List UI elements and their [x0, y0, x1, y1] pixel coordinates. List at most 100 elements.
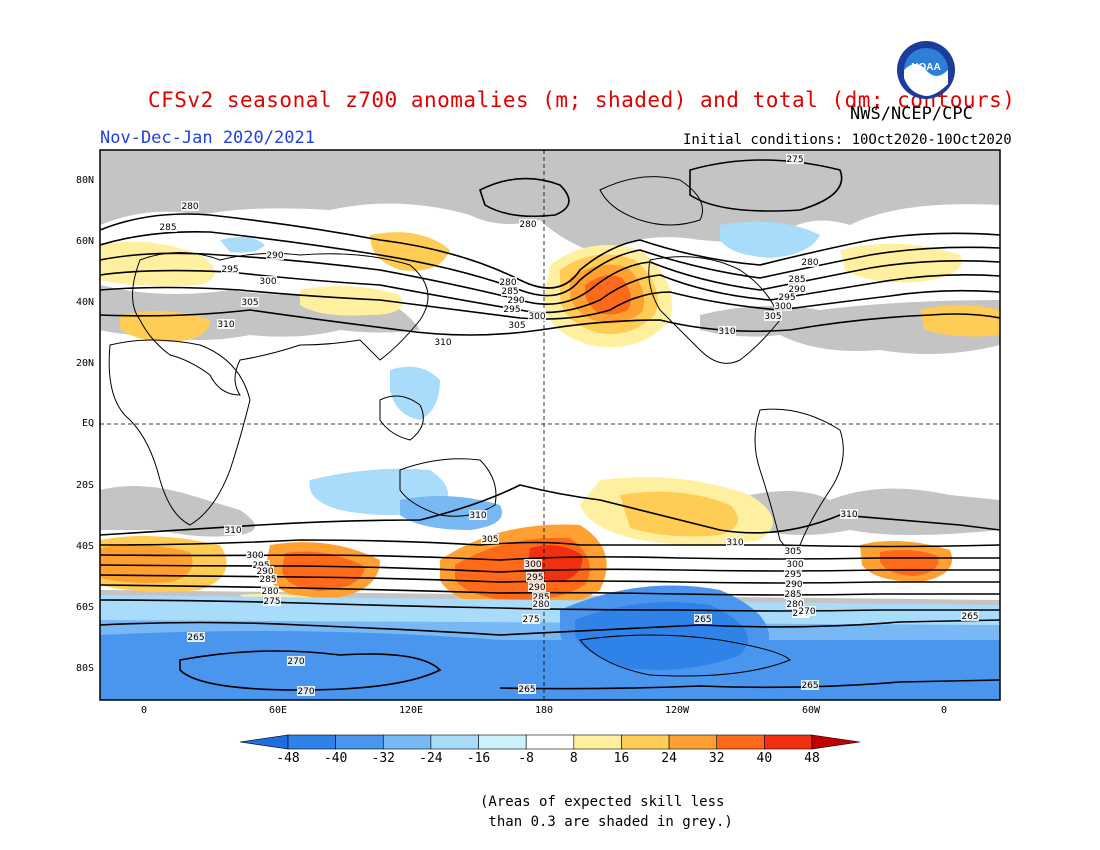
noaa-logo-text: NOAA: [911, 62, 940, 73]
lat-label: 20S: [75, 480, 94, 491]
lon-label: 120W: [664, 705, 690, 716]
contour-label-bg: [784, 589, 802, 599]
contour-label: 305: [508, 321, 525, 331]
colorbar-segment: [525, 734, 575, 750]
contour-label-bg: [287, 656, 305, 666]
lon-label: 60E: [268, 705, 288, 716]
contour-label-bg: [221, 264, 239, 274]
contour-label-bg: [764, 311, 782, 321]
contour-label-bg: [187, 632, 205, 642]
agency-label: NWS/NCEP/CPC: [850, 104, 973, 124]
contour-label-bg: [481, 534, 499, 544]
contour-label: 290: [266, 251, 283, 261]
contour-label-bg: [503, 304, 521, 314]
contour-label-bg: [241, 297, 259, 307]
colorbar-tick-label: 40: [756, 751, 773, 766]
contour-label-bg: [508, 320, 526, 330]
contour-label: 310: [224, 526, 241, 536]
contour-label: 310: [434, 338, 451, 348]
colorbar-segment: [573, 734, 622, 750]
contour-label: 305: [764, 312, 781, 322]
contour-label-bg: [261, 586, 279, 596]
skill-note-line1: (Areas of expected skill less: [480, 794, 725, 810]
contour-label: 305: [241, 298, 258, 308]
colorbar-tick-label: -24: [419, 751, 443, 766]
contour-label: 290: [785, 580, 802, 590]
lon-label: 0: [140, 705, 148, 716]
contour-label-bg: [499, 277, 517, 287]
colorbar-tick-label: -32: [371, 751, 395, 766]
contour-label: 290: [528, 583, 545, 593]
contour-label: 280: [519, 220, 536, 230]
contour-label-bg: [522, 614, 540, 624]
contour-label-bg: [785, 579, 803, 589]
contour-label: 285: [532, 593, 549, 603]
colorbar-segment: [621, 734, 670, 750]
contour-label-bg: [788, 274, 806, 284]
contour-label-bg: [266, 250, 284, 260]
colorbar-tick-label: 48: [804, 751, 820, 766]
contour-label-bg: [256, 566, 274, 576]
contour-label-bg: [801, 680, 819, 690]
colorbar-arrow-high: [811, 734, 861, 750]
contour-label-bg: [181, 201, 199, 211]
contour-label: 310: [840, 510, 857, 520]
contour-label-bg: [507, 295, 525, 305]
colorbar-segment: [382, 734, 432, 750]
contour-label-bg: [840, 509, 858, 519]
contour-label-bg: [801, 257, 819, 267]
contour-label-bg: [518, 684, 536, 694]
contour-label-bg: [778, 292, 796, 302]
contour-label: 280: [801, 258, 818, 268]
contour-label-bg: [528, 582, 546, 592]
contour-label: 305: [784, 547, 801, 557]
colorbar-tick-label: 24: [661, 751, 677, 766]
colorbar-tick-label: -40: [323, 751, 348, 766]
contour-label-bg: [961, 611, 979, 621]
contour-label: 290: [507, 296, 524, 306]
contour-label: 275: [263, 597, 280, 607]
lat-label: 20N: [75, 358, 94, 369]
contour-label-bg: [788, 284, 806, 294]
lat-label: 40N: [75, 297, 94, 308]
contour-label: 265: [694, 615, 711, 625]
skill-note: (Areas of expected skill less than 0.3 a…: [480, 792, 733, 832]
lat-label: 60N: [75, 236, 94, 247]
contour-label: 280: [181, 202, 198, 212]
lat-label: 80N: [75, 175, 94, 186]
forecast-period: Nov-Dec-Jan 2020/2021: [100, 128, 315, 148]
contour-label-bg: [786, 154, 804, 164]
contour-label: 265: [961, 612, 978, 622]
contour-label: 290: [256, 567, 273, 577]
contour-label: 295: [778, 293, 795, 303]
contour-label: 265: [187, 633, 204, 643]
contour-label-bg: [528, 311, 546, 321]
contour-label-bg: [224, 525, 242, 535]
colorbar-segment: [335, 734, 384, 750]
contour-label-bg: [786, 559, 804, 569]
contour-label: 300: [259, 277, 276, 287]
map-frame: [99, 149, 1001, 701]
contour-label-bg: [694, 614, 712, 624]
lat-label: 60S: [75, 602, 94, 613]
contour-label: 285: [788, 275, 805, 285]
contour-label: 300: [524, 560, 541, 570]
contour-label: 270: [297, 687, 314, 697]
contour-label: 265: [801, 681, 818, 691]
contour-label-bg: [532, 592, 550, 602]
contour-label-bg: [434, 337, 452, 347]
contour-label-bg: [217, 319, 235, 329]
contour-label: 280: [499, 278, 516, 288]
contour-label: 280: [532, 600, 549, 610]
colorbar-tick-label: 8: [569, 751, 578, 766]
contour-label-bg: [718, 326, 736, 336]
contour-label-bg: [297, 686, 315, 696]
contour-label-bg: [784, 569, 802, 579]
contour-label: 295: [221, 265, 238, 275]
colorbar-segment: [764, 734, 813, 750]
lon-label: 120E: [398, 705, 424, 716]
colorbar-segment: [430, 734, 479, 750]
contour-label-bg: [469, 510, 487, 520]
contour-label-bg: [726, 537, 744, 547]
